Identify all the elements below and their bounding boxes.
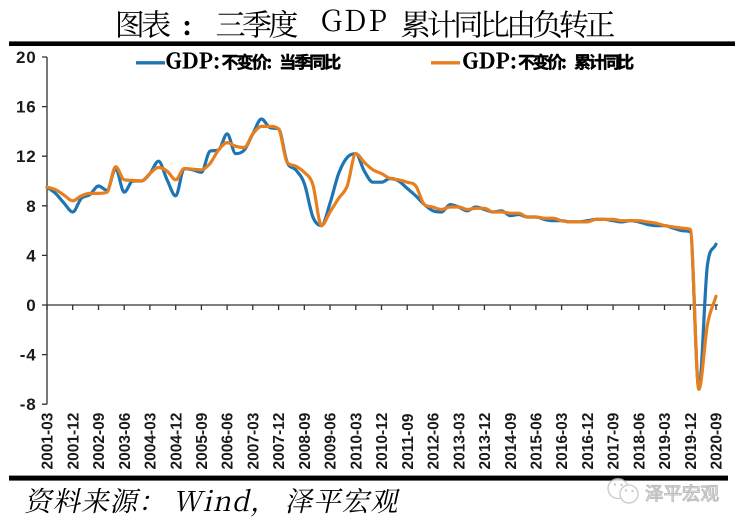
svg-text:2013-12: 2013-12 xyxy=(477,413,494,470)
svg-text:2006-06: 2006-06 xyxy=(220,412,237,469)
svg-text:2016-12: 2016-12 xyxy=(580,413,597,470)
svg-text:0: 0 xyxy=(26,296,36,315)
svg-text:2001-03: 2001-03 xyxy=(40,412,57,469)
svg-text:4: 4 xyxy=(26,246,36,265)
svg-text:16: 16 xyxy=(16,98,37,117)
svg-text:2003-06: 2003-06 xyxy=(117,412,134,469)
svg-text:2019-12: 2019-12 xyxy=(683,413,700,470)
svg-text:12: 12 xyxy=(16,147,37,166)
svg-text:20: 20 xyxy=(16,48,37,67)
svg-text:2018-06: 2018-06 xyxy=(631,412,648,469)
svg-text:2010-12: 2010-12 xyxy=(374,413,391,470)
svg-text:2007-12: 2007-12 xyxy=(271,413,288,470)
svg-text:2004-12: 2004-12 xyxy=(168,413,185,470)
svg-text:2004-03: 2004-03 xyxy=(143,412,160,469)
svg-text:8: 8 xyxy=(26,197,36,216)
svg-text:2011-09: 2011-09 xyxy=(400,413,417,469)
svg-text:2005-09: 2005-09 xyxy=(194,412,211,469)
svg-text:2017-09: 2017-09 xyxy=(606,412,623,469)
svg-text:2014-09: 2014-09 xyxy=(503,412,520,469)
svg-text:2013-03: 2013-03 xyxy=(451,412,468,469)
svg-text:2001-12: 2001-12 xyxy=(65,413,82,470)
svg-text:2015-06: 2015-06 xyxy=(529,412,546,469)
svg-text:2012-06: 2012-06 xyxy=(426,412,443,469)
svg-text:-4: -4 xyxy=(20,346,37,365)
svg-text:2016-03: 2016-03 xyxy=(554,412,571,469)
svg-text:2010-03: 2010-03 xyxy=(348,412,365,469)
svg-text:2020-09: 2020-09 xyxy=(709,412,726,469)
svg-text:2008-09: 2008-09 xyxy=(297,412,314,469)
svg-text:2002-09: 2002-09 xyxy=(91,412,108,469)
svg-text:2007-03: 2007-03 xyxy=(245,412,262,469)
svg-text:-8: -8 xyxy=(20,395,37,414)
svg-text:2019-03: 2019-03 xyxy=(657,412,674,469)
svg-text:2009-06: 2009-06 xyxy=(323,412,340,469)
